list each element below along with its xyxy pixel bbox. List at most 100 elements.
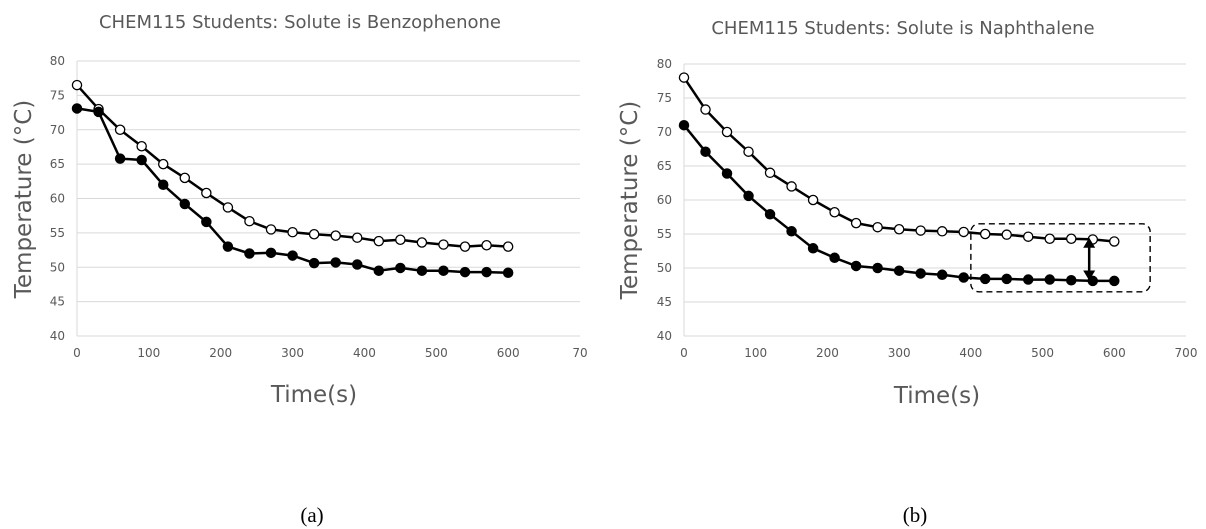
open-data-point xyxy=(287,226,298,238)
filled-data-point xyxy=(93,106,104,118)
x-tick-label: 500 xyxy=(425,346,448,360)
filled-data-point xyxy=(678,119,690,131)
filled-data-point xyxy=(764,209,776,220)
filled-data-point xyxy=(71,103,83,114)
filled-data-point xyxy=(743,190,754,202)
filled-data-point xyxy=(502,267,514,278)
open-data-point xyxy=(136,140,147,152)
open-data-point xyxy=(1044,233,1055,245)
filled-data-point xyxy=(979,273,991,285)
open-data-point xyxy=(395,234,406,245)
filled-data-point xyxy=(395,262,406,274)
y-tick-label: 75 xyxy=(657,91,672,105)
open-data-point xyxy=(786,181,797,192)
filled-data-point xyxy=(936,269,948,281)
open-data-point xyxy=(222,202,234,213)
open-data-point xyxy=(829,206,840,218)
filled-data-point xyxy=(351,259,363,270)
open-data-point xyxy=(936,226,948,237)
y-tick-label: 60 xyxy=(657,193,672,207)
y-tick-label: 50 xyxy=(657,261,672,275)
open-data-point xyxy=(721,126,733,138)
filled-data-point xyxy=(136,154,147,166)
filled-data-point xyxy=(829,252,840,264)
filled-data-point xyxy=(807,243,819,254)
x-tick-labels-a: 0 100 200 300 400 500 600 70 xyxy=(73,346,587,360)
x-tick-label: 200 xyxy=(209,346,232,360)
filled-data-point xyxy=(786,226,797,237)
open-data-point xyxy=(351,232,363,243)
y-tick-label: 60 xyxy=(50,192,65,206)
filled-data-point xyxy=(222,241,234,252)
filled-data-point xyxy=(1109,275,1120,287)
chart-panel-b: CHEM115 Students: Solute is Naphthalene … xyxy=(617,18,1197,527)
open-data-point xyxy=(743,146,754,157)
filled-data-point xyxy=(459,266,471,278)
panel-label-b: (b) xyxy=(903,503,928,527)
filled-data-point xyxy=(157,179,169,190)
open-data-point xyxy=(502,241,514,252)
filled-data-point xyxy=(308,257,320,269)
x-axis-title-a: Time(s) xyxy=(270,382,357,408)
open-data-point xyxy=(438,239,449,250)
arrow-head-down xyxy=(1083,270,1096,281)
y-tick-label: 40 xyxy=(50,329,65,343)
filled-data-point xyxy=(850,260,862,272)
panel-label-a: (a) xyxy=(300,503,323,527)
y-tick-label: 65 xyxy=(657,159,672,173)
y-tick-label: 55 xyxy=(657,227,672,241)
open-data-point xyxy=(872,221,883,233)
filled-data-point xyxy=(893,265,905,276)
filled-data-point xyxy=(1087,275,1099,287)
y-tick-label: 70 xyxy=(657,125,672,139)
open-data-point xyxy=(157,158,169,170)
open-data-point xyxy=(459,241,471,252)
open-data-point xyxy=(1066,233,1077,245)
x-tick-label: 100 xyxy=(744,346,767,360)
filled-data-point xyxy=(244,248,255,259)
filled-data-point xyxy=(958,272,969,283)
x-axis-title-b: Time(s) xyxy=(893,383,980,409)
filled-data-point xyxy=(330,257,341,268)
y-tick-labels-b: 40 45 50 55 60 65 70 75 80 xyxy=(657,57,672,343)
open-data-point xyxy=(850,217,862,229)
filled-data-point xyxy=(179,198,191,210)
x-tick-label: 300 xyxy=(888,346,911,360)
open-data-point xyxy=(244,215,255,227)
open-data-point xyxy=(330,230,341,241)
open-series-line xyxy=(76,84,509,248)
x-tick-label: 400 xyxy=(353,346,376,360)
open-data-point xyxy=(807,194,819,206)
open-data-point xyxy=(201,187,212,199)
x-tick-label: 100 xyxy=(137,346,160,360)
filled-data-point xyxy=(872,262,883,274)
filled-data-point xyxy=(114,153,126,164)
y-tick-label: 55 xyxy=(50,226,65,240)
y-tick-label: 80 xyxy=(50,54,65,68)
open-data-point xyxy=(764,167,776,179)
filled-data-point xyxy=(1066,274,1077,286)
y-tick-label: 70 xyxy=(50,123,65,137)
y-tick-label: 45 xyxy=(657,295,672,309)
open-data-point xyxy=(700,104,711,115)
x-tick-label: 400 xyxy=(959,346,982,360)
x-tick-label: 70 xyxy=(572,346,587,360)
open-data-point xyxy=(915,225,926,236)
x-tick-label: 0 xyxy=(680,346,688,360)
filled-data-point xyxy=(700,146,711,157)
open-data-point xyxy=(958,226,969,238)
open-data-point xyxy=(265,224,277,235)
open-series-line xyxy=(682,76,1115,243)
filled-data-point xyxy=(721,168,733,179)
open-data-point xyxy=(1022,231,1034,242)
gridlines-b xyxy=(683,63,1186,337)
x-tick-label: 600 xyxy=(497,346,520,360)
x-tick-label: 300 xyxy=(281,346,304,360)
open-data-point xyxy=(416,237,428,248)
y-tick-label: 65 xyxy=(50,157,65,171)
filled-data-point xyxy=(1044,274,1055,285)
y-tick-labels-a: 40 45 50 55 60 65 70 75 80 xyxy=(50,54,65,343)
filled-data-point xyxy=(915,268,926,279)
y-tick-label: 45 xyxy=(50,295,65,309)
annotations-b xyxy=(970,223,1151,293)
